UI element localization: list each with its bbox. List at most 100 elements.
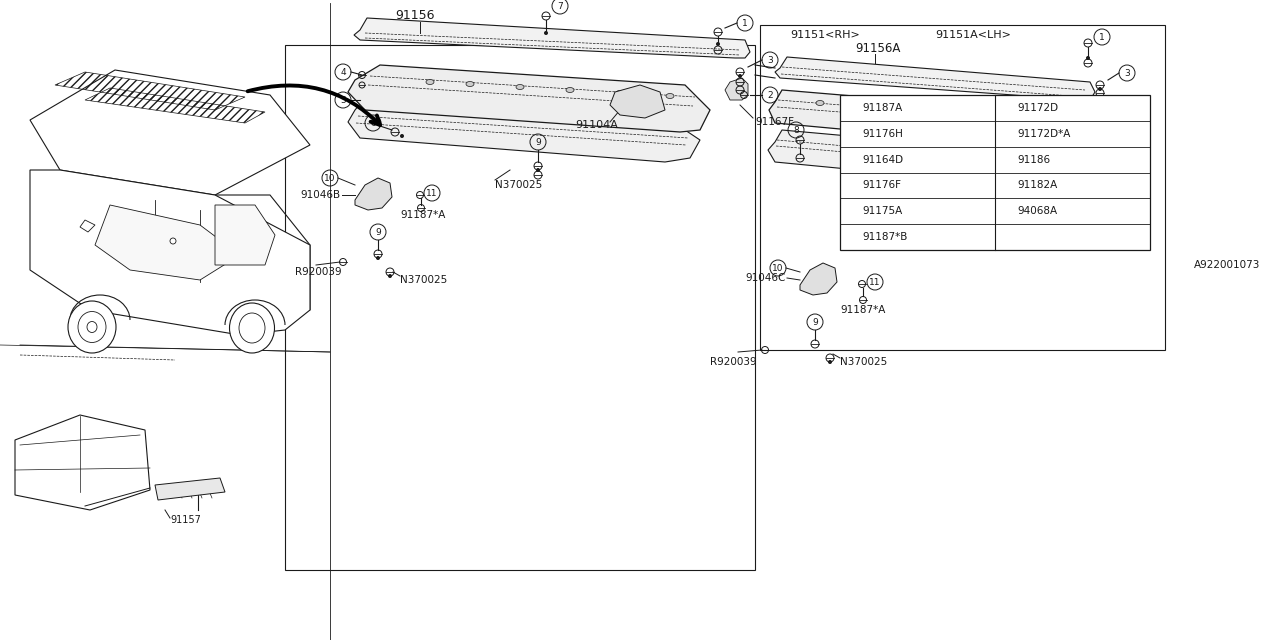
Text: 11: 11 xyxy=(426,189,438,198)
Text: 91157: 91157 xyxy=(170,515,201,525)
Polygon shape xyxy=(95,205,241,280)
Text: 91176F: 91176F xyxy=(861,180,901,191)
Polygon shape xyxy=(348,65,710,132)
Text: 91151A<LH>: 91151A<LH> xyxy=(934,30,1011,40)
Text: 91156A: 91156A xyxy=(855,42,900,54)
Text: 7: 7 xyxy=(557,1,563,10)
Text: 91182A: 91182A xyxy=(1018,180,1057,191)
Polygon shape xyxy=(611,85,666,118)
Text: 91167F: 91167F xyxy=(755,117,794,127)
Text: 91176H: 91176H xyxy=(861,129,902,139)
Ellipse shape xyxy=(466,81,474,86)
Text: 1: 1 xyxy=(742,19,748,28)
Text: 3: 3 xyxy=(850,155,855,164)
Ellipse shape xyxy=(616,90,625,95)
Polygon shape xyxy=(769,90,1092,150)
Text: 91151<RH>: 91151<RH> xyxy=(790,30,860,40)
Ellipse shape xyxy=(229,303,274,353)
Text: 2: 2 xyxy=(767,90,773,99)
Text: N370025: N370025 xyxy=(925,220,973,230)
Text: 91186: 91186 xyxy=(1018,155,1050,164)
Bar xyxy=(285,45,755,570)
FancyArrowPatch shape xyxy=(247,86,380,125)
Text: 8: 8 xyxy=(1005,129,1010,138)
Text: 9: 9 xyxy=(1073,204,1078,212)
Text: N370025: N370025 xyxy=(840,357,887,367)
Text: 91187*A: 91187*A xyxy=(840,305,886,315)
Text: 3: 3 xyxy=(767,56,773,65)
Polygon shape xyxy=(800,263,837,295)
Polygon shape xyxy=(15,415,150,510)
Text: 2: 2 xyxy=(850,129,855,138)
Polygon shape xyxy=(81,220,95,232)
Text: 1: 1 xyxy=(850,104,855,113)
Polygon shape xyxy=(768,130,1070,188)
Ellipse shape xyxy=(925,109,934,115)
Ellipse shape xyxy=(426,79,434,84)
Text: 91187*A: 91187*A xyxy=(401,210,445,220)
Text: 9: 9 xyxy=(812,317,818,326)
Text: 2: 2 xyxy=(1124,100,1130,109)
Circle shape xyxy=(716,42,721,46)
Text: 9: 9 xyxy=(375,227,381,237)
Text: 9: 9 xyxy=(535,138,541,147)
Text: 10: 10 xyxy=(772,264,783,273)
Polygon shape xyxy=(215,195,310,310)
Text: 11: 11 xyxy=(869,278,881,287)
Ellipse shape xyxy=(566,88,573,93)
Text: 5: 5 xyxy=(1068,170,1073,179)
Circle shape xyxy=(536,168,540,172)
Circle shape xyxy=(388,274,392,278)
Text: 91175A: 91175A xyxy=(861,206,902,216)
Circle shape xyxy=(376,256,380,260)
Circle shape xyxy=(739,74,742,78)
Polygon shape xyxy=(215,205,275,265)
Text: 6: 6 xyxy=(847,168,852,177)
Text: 5: 5 xyxy=(850,207,855,216)
Polygon shape xyxy=(355,18,750,58)
Ellipse shape xyxy=(239,313,265,343)
Text: 91172D: 91172D xyxy=(1018,103,1059,113)
Text: 6: 6 xyxy=(370,118,376,127)
Ellipse shape xyxy=(977,113,984,118)
Text: R920039: R920039 xyxy=(710,357,756,367)
Text: 10: 10 xyxy=(324,173,335,182)
Circle shape xyxy=(1050,210,1053,214)
Text: N370025: N370025 xyxy=(401,275,447,285)
Polygon shape xyxy=(774,57,1094,100)
Circle shape xyxy=(1085,56,1091,60)
Text: 3: 3 xyxy=(1124,68,1130,77)
Text: 8: 8 xyxy=(794,125,799,134)
Bar xyxy=(760,25,1165,350)
Circle shape xyxy=(170,238,177,244)
Text: 11: 11 xyxy=(1002,207,1012,216)
Polygon shape xyxy=(155,478,225,500)
Bar xyxy=(840,95,1149,250)
Text: 5: 5 xyxy=(340,95,346,104)
Text: 91187A: 91187A xyxy=(861,103,902,113)
Polygon shape xyxy=(348,98,700,162)
Text: 91046B: 91046B xyxy=(300,190,340,200)
Text: 4: 4 xyxy=(850,181,855,190)
Text: 9: 9 xyxy=(1005,155,1010,164)
Polygon shape xyxy=(29,170,310,335)
Ellipse shape xyxy=(78,312,106,342)
Text: R920039: R920039 xyxy=(294,267,342,277)
Circle shape xyxy=(856,190,860,194)
Polygon shape xyxy=(724,78,748,100)
Text: 91156: 91156 xyxy=(396,8,434,22)
Ellipse shape xyxy=(68,301,116,353)
Ellipse shape xyxy=(867,104,874,109)
Circle shape xyxy=(544,31,548,35)
Ellipse shape xyxy=(516,84,524,90)
Text: 91187*B: 91187*B xyxy=(861,232,908,242)
Circle shape xyxy=(401,134,404,138)
Circle shape xyxy=(1098,87,1102,91)
Polygon shape xyxy=(355,178,392,210)
Text: 91046C: 91046C xyxy=(745,273,786,283)
Text: 94068A: 94068A xyxy=(1018,206,1057,216)
Ellipse shape xyxy=(817,100,824,106)
Polygon shape xyxy=(29,70,310,195)
Text: 6: 6 xyxy=(850,232,855,241)
Text: 91104A: 91104A xyxy=(575,120,618,130)
